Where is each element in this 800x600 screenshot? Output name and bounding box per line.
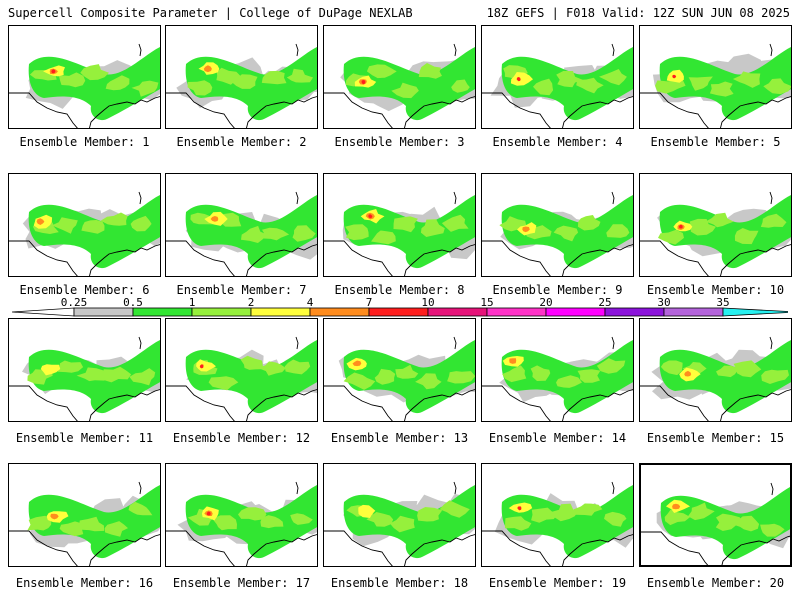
colorbar-segment-6 <box>368 307 429 317</box>
header-title: Supercell Composite Parameter | College … <box>8 6 413 20</box>
member-label: Ensemble Member: 4 <box>492 135 623 149</box>
scp-map-1 <box>9 43 160 128</box>
ensemble-panel-9[interactable] <box>481 173 634 277</box>
member-label: Ensemble Member: 8 <box>334 283 465 297</box>
colorbar-tick-label: 4 <box>307 296 314 309</box>
scp-map-19 <box>482 481 633 566</box>
colorbar-segment-5 <box>309 307 370 317</box>
ensemble-panel-13[interactable] <box>323 318 476 422</box>
ensemble-panel-16[interactable] <box>8 463 161 567</box>
scp-map-15 <box>640 336 791 421</box>
member-label: Ensemble Member: 16 <box>15 576 154 590</box>
scp-map-8 <box>324 191 475 276</box>
ensemble-panel-18[interactable] <box>323 463 476 567</box>
colorbar-segment-8 <box>486 307 547 317</box>
ensemble-panel-17[interactable] <box>165 463 318 567</box>
member-label: Ensemble Member: 2 <box>176 135 307 149</box>
scp-map-10 <box>640 191 791 276</box>
scp-map-6 <box>9 191 160 276</box>
ensemble-panel-20[interactable] <box>639 463 792 567</box>
scp-map-17 <box>166 481 317 566</box>
colorbar-tick-label: 25 <box>598 296 611 309</box>
colorbar-tick-label: 20 <box>539 296 552 309</box>
member-label: Ensemble Member: 11 <box>15 431 154 445</box>
scp-map-16 <box>9 481 160 566</box>
member-label: Ensemble Member: 13 <box>330 431 469 445</box>
ensemble-panel-6[interactable] <box>8 173 161 277</box>
colorbar-segment-7 <box>427 307 488 317</box>
member-label: Ensemble Member: 17 <box>172 576 311 590</box>
colorbar-segment-9 <box>545 307 606 317</box>
scp-map-14 <box>482 336 633 421</box>
member-label: Ensemble Member: 10 <box>646 283 785 297</box>
colorbar-segment-12 <box>722 307 788 317</box>
colorbar-tick-label: 2 <box>248 296 255 309</box>
scp-map-18 <box>324 481 475 566</box>
ensemble-panel-15[interactable] <box>639 318 792 422</box>
header-valid-time: 18Z GEFS | F018 Valid: 12Z SUN JUN 08 20… <box>486 6 790 20</box>
ensemble-panel-1[interactable] <box>8 25 161 129</box>
colorbar-tick-label: 10 <box>421 296 434 309</box>
ensemble-panel-3[interactable] <box>323 25 476 129</box>
member-label: Ensemble Member: 3 <box>334 135 465 149</box>
colorbar-segment-3 <box>191 307 252 317</box>
member-label: Ensemble Member: 7 <box>176 283 307 297</box>
scp-map-12 <box>166 336 317 421</box>
member-label: Ensemble Member: 18 <box>330 576 469 590</box>
scp-map-9 <box>482 191 633 276</box>
ensemble-panel-10[interactable] <box>639 173 792 277</box>
scp-map-20 <box>641 482 790 565</box>
ensemble-panel-19[interactable] <box>481 463 634 567</box>
scp-map-13 <box>324 336 475 421</box>
colorbar-segment-4 <box>250 307 311 317</box>
scp-map-11 <box>9 336 160 421</box>
scp-map-2 <box>166 43 317 128</box>
ensemble-panel-8[interactable] <box>323 173 476 277</box>
color-legend: 0.25 0.5 1 2 4 7 10 15 20 25 30 35 <box>12 296 788 317</box>
scp-map-7 <box>166 191 317 276</box>
member-label: Ensemble Member: 6 <box>19 283 150 297</box>
colorbar-tick-label: 7 <box>366 296 373 309</box>
member-label: Ensemble Member: 5 <box>650 135 781 149</box>
ensemble-panel-2[interactable] <box>165 25 318 129</box>
ensemble-panel-4[interactable] <box>481 25 634 129</box>
colorbar-segment-2 <box>132 307 193 317</box>
member-label: Ensemble Member: 20 <box>646 576 785 590</box>
member-label: Ensemble Member: 1 <box>19 135 150 149</box>
ensemble-panel-12[interactable] <box>165 318 318 422</box>
colorbar-segment-1 <box>73 307 134 317</box>
colorbar-tick-label: 1 <box>189 296 196 309</box>
colorbar-tick-label: 0.5 <box>123 296 143 309</box>
scp-map-4 <box>482 43 633 128</box>
colorbar-tick-label: 35 <box>716 296 729 309</box>
colorbar-left-arrow <box>12 307 75 317</box>
colorbar-segment-10 <box>604 307 665 317</box>
ensemble-panel-5[interactable] <box>639 25 792 129</box>
colorbar-segment-11 <box>663 307 724 317</box>
member-label: Ensemble Member: 9 <box>492 283 623 297</box>
ensemble-panel-14[interactable] <box>481 318 634 422</box>
member-label: Ensemble Member: 14 <box>488 431 627 445</box>
colorbar-tick-label: 0.25 <box>61 296 88 309</box>
member-label: Ensemble Member: 15 <box>646 431 785 445</box>
ensemble-panel-7[interactable] <box>165 173 318 277</box>
colorbar-tick-label: 30 <box>657 296 670 309</box>
member-label: Ensemble Member: 19 <box>488 576 627 590</box>
ensemble-panel-11[interactable] <box>8 318 161 422</box>
scp-map-5 <box>640 43 791 128</box>
member-label: Ensemble Member: 12 <box>172 431 311 445</box>
scp-map-3 <box>324 43 475 128</box>
colorbar-tick-label: 15 <box>480 296 493 309</box>
